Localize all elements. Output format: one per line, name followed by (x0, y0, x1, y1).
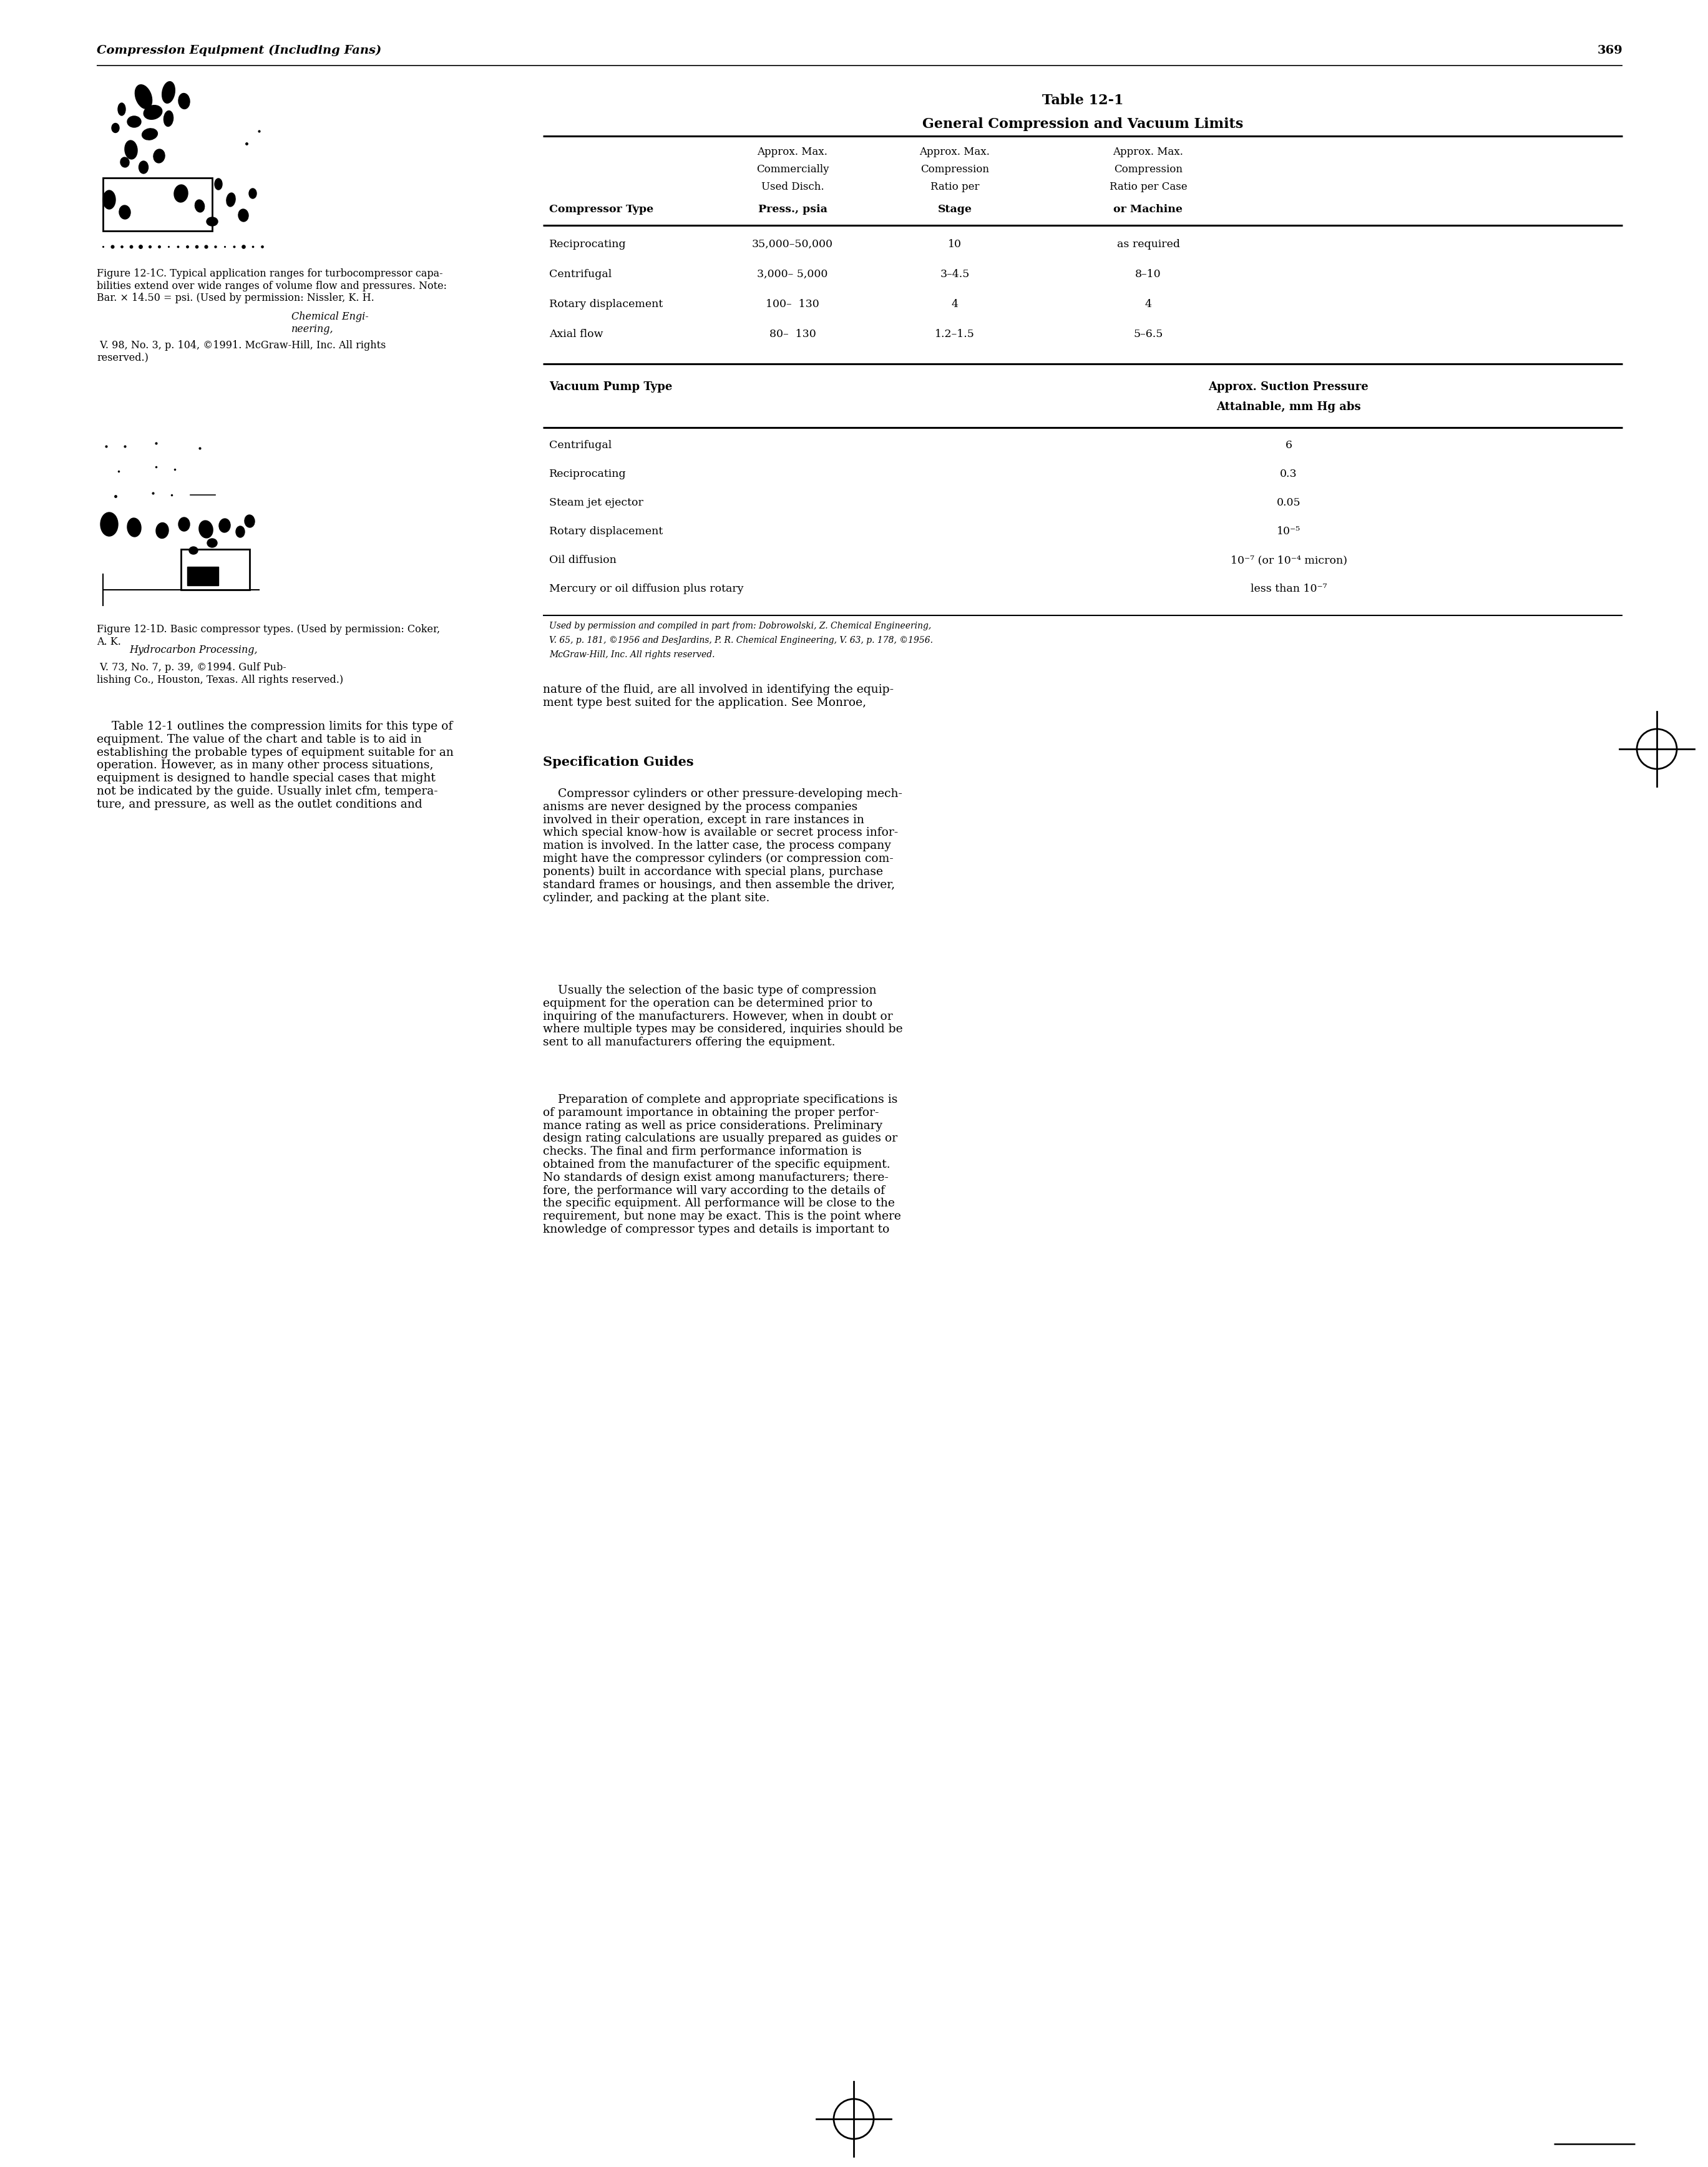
Text: Steam jet ejector: Steam jet ejector (550, 498, 644, 507)
Text: Specification Guides: Specification Guides (543, 756, 693, 769)
Text: 35,000–50,000: 35,000–50,000 (752, 238, 834, 249)
Text: Rotary displacement: Rotary displacement (550, 299, 663, 310)
Text: Table 12-1: Table 12-1 (1042, 93, 1124, 108)
Ellipse shape (101, 511, 118, 535)
Text: Compressor Type: Compressor Type (550, 204, 654, 215)
Text: Preparation of complete and appropriate specifications is
of paramount importanc: Preparation of complete and appropriate … (543, 1094, 902, 1235)
Text: 10⁻⁷ (or 10⁻⁴ micron): 10⁻⁷ (or 10⁻⁴ micron) (1230, 555, 1348, 566)
Text: V. 73, No. 7, p. 39, ©1994. Gulf Pub-
lishing Co., Houston, Texas. All rights re: V. 73, No. 7, p. 39, ©1994. Gulf Pub- li… (97, 663, 343, 685)
Text: Table 12-1 outlines the compression limits for this type of
equipment. The value: Table 12-1 outlines the compression limi… (97, 722, 454, 810)
Text: Rotary displacement: Rotary displacement (550, 527, 663, 537)
Text: Oil diffusion: Oil diffusion (550, 555, 617, 566)
Text: 369: 369 (1597, 46, 1623, 56)
Text: Figure 12-1D. Basic compressor types. (Used by permission: Coker,
A. K.: Figure 12-1D. Basic compressor types. (U… (97, 624, 441, 648)
Text: Axial flow: Axial flow (550, 329, 603, 340)
Text: Compression: Compression (1114, 165, 1182, 176)
Ellipse shape (128, 518, 142, 537)
Text: 100–  130: 100– 130 (765, 299, 820, 310)
Text: Reciprocating: Reciprocating (550, 468, 627, 479)
Text: 4: 4 (951, 299, 958, 310)
Text: less than 10⁻⁷: less than 10⁻⁷ (1250, 583, 1327, 594)
Ellipse shape (135, 85, 152, 108)
Ellipse shape (215, 178, 222, 191)
Text: nature of the fluid, are all involved in identifying the equip-
ment type best s: nature of the fluid, are all involved in… (543, 685, 893, 709)
Text: Used by permission and compiled in part from: Dobrowolski, Z. Chemical Engineeri: Used by permission and compiled in part … (550, 622, 931, 631)
Text: Ratio per Case: Ratio per Case (1110, 182, 1187, 193)
Ellipse shape (190, 546, 198, 555)
Ellipse shape (200, 520, 214, 537)
Ellipse shape (121, 158, 130, 167)
Ellipse shape (178, 93, 190, 108)
Text: Reciprocating: Reciprocating (550, 238, 627, 249)
Text: 1.2–1.5: 1.2–1.5 (934, 329, 975, 340)
Text: Attainable, mm Hg abs: Attainable, mm Hg abs (1216, 401, 1361, 412)
Bar (102, 178, 212, 232)
Text: 10: 10 (948, 238, 962, 249)
Ellipse shape (143, 106, 162, 119)
Text: 0.3: 0.3 (1279, 468, 1298, 479)
Ellipse shape (174, 184, 188, 202)
Ellipse shape (164, 111, 173, 126)
Bar (181, 548, 249, 589)
Text: Press., psia: Press., psia (758, 204, 827, 215)
Text: Usually the selection of the basic type of compression
equipment for the operati: Usually the selection of the basic type … (543, 984, 904, 1049)
Text: as required: as required (1117, 238, 1180, 249)
Text: Mercury or oil diffusion plus rotary: Mercury or oil diffusion plus rotary (550, 583, 743, 594)
Ellipse shape (207, 540, 217, 548)
Ellipse shape (154, 150, 164, 163)
Text: Approx. Max.: Approx. Max. (919, 147, 991, 158)
Text: Figure 12-1C. Typical application ranges for turbocompressor capa-
bilities exte: Figure 12-1C. Typical application ranges… (97, 269, 447, 303)
Ellipse shape (239, 208, 248, 221)
Bar (188, 568, 219, 585)
Ellipse shape (207, 217, 219, 225)
Ellipse shape (102, 191, 116, 208)
Ellipse shape (155, 522, 169, 537)
Ellipse shape (120, 206, 130, 219)
Text: Approx. Max.: Approx. Max. (757, 147, 828, 158)
Text: Commercially: Commercially (757, 165, 828, 176)
Ellipse shape (162, 82, 174, 104)
Ellipse shape (236, 527, 244, 537)
Text: General Compression and Vacuum Limits: General Compression and Vacuum Limits (922, 117, 1243, 130)
Text: Approx. Max.: Approx. Max. (1114, 147, 1184, 158)
Ellipse shape (118, 104, 125, 115)
Text: Ratio per: Ratio per (931, 182, 979, 193)
Text: Compression: Compression (921, 165, 989, 176)
Text: 10⁻⁵: 10⁻⁵ (1278, 527, 1300, 537)
Text: Centrifugal: Centrifugal (550, 440, 611, 451)
Text: 8–10: 8–10 (1136, 269, 1161, 280)
Text: V. 98, No. 3, p. 104, ©1991. McGraw-Hill, Inc. All rights
reserved.): V. 98, No. 3, p. 104, ©1991. McGraw-Hill… (97, 340, 386, 364)
Text: Stage: Stage (938, 204, 972, 215)
Text: Chemical Engi-
neering,: Chemical Engi- neering, (292, 312, 369, 334)
Ellipse shape (111, 124, 120, 132)
Text: 4: 4 (1144, 299, 1151, 310)
Ellipse shape (178, 518, 190, 531)
Text: Approx. Suction Pressure: Approx. Suction Pressure (1209, 381, 1368, 392)
Text: Centrifugal: Centrifugal (550, 269, 611, 280)
Text: Compressor cylinders or other pressure-developing mech-
anisms are never designe: Compressor cylinders or other pressure-d… (543, 789, 902, 904)
Text: Compression Equipment (Including Fans): Compression Equipment (Including Fans) (97, 46, 381, 56)
Ellipse shape (195, 199, 205, 212)
Text: 80–  130: 80– 130 (769, 329, 816, 340)
Ellipse shape (128, 117, 142, 128)
Text: 5–6.5: 5–6.5 (1134, 329, 1163, 340)
Text: 0.05: 0.05 (1276, 498, 1301, 507)
Ellipse shape (125, 141, 137, 158)
Text: 6: 6 (1284, 440, 1291, 451)
Text: McGraw-Hill, Inc. All rights reserved.: McGraw-Hill, Inc. All rights reserved. (550, 650, 716, 659)
Text: V. 65, p. 181, ©1956 and DesJardins, P. R. Chemical Engineering, V. 63, p. 178, : V. 65, p. 181, ©1956 and DesJardins, P. … (550, 635, 933, 646)
Ellipse shape (244, 516, 254, 527)
Ellipse shape (142, 128, 157, 141)
Text: 3,000– 5,000: 3,000– 5,000 (757, 269, 828, 280)
Text: 3–4.5: 3–4.5 (939, 269, 970, 280)
Text: Vacuum Pump Type: Vacuum Pump Type (550, 381, 673, 392)
Ellipse shape (138, 160, 149, 173)
Text: or Machine: or Machine (1114, 204, 1184, 215)
Text: Hydrocarbon Processing,: Hydrocarbon Processing, (130, 646, 258, 654)
Text: Used Disch.: Used Disch. (762, 182, 823, 193)
Ellipse shape (219, 518, 231, 533)
Ellipse shape (227, 193, 236, 206)
Ellipse shape (249, 189, 256, 199)
